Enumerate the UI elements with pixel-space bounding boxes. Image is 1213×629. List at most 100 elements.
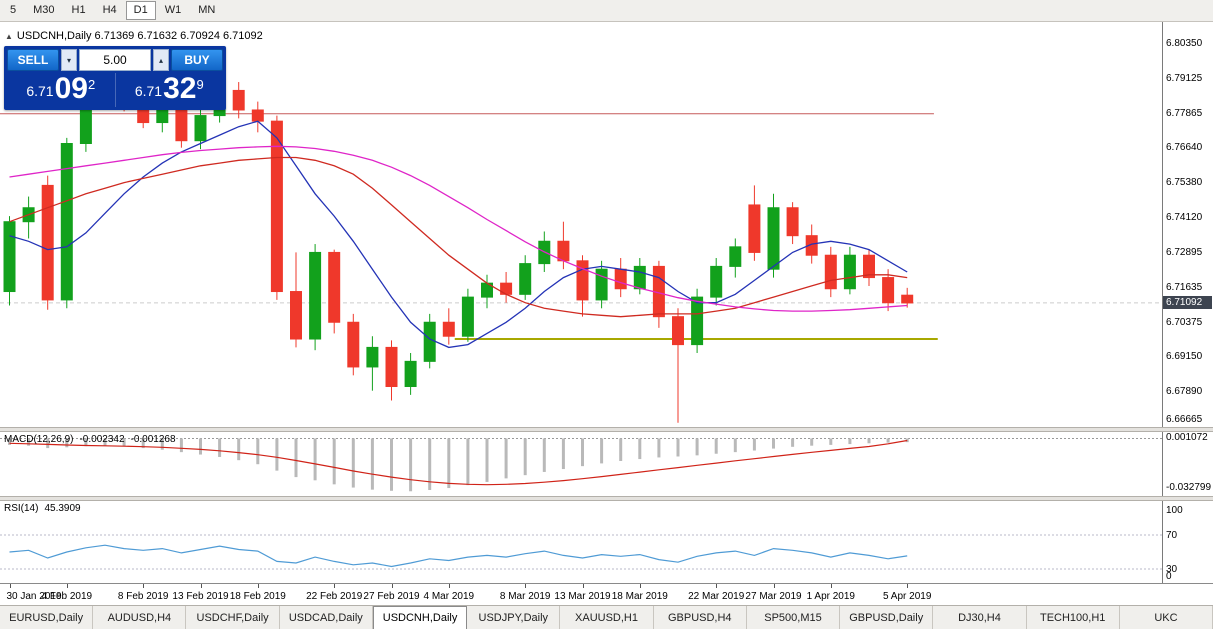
timeframe-button-h4[interactable]: H4 (102, 4, 117, 16)
rsi-panel: RSI(14) 45.3909 100 70 30 0 (0, 501, 1213, 583)
time-tick (143, 584, 145, 588)
time-tick (200, 584, 202, 588)
price-chart-plot[interactable]: ▲ USDCNH,Daily 6.71369 6.71632 6.70924 6… (0, 22, 1162, 427)
time-tick (830, 584, 832, 588)
sell-price-prefix: 6.71 (26, 82, 54, 99)
chart-tab-xauusd-h1[interactable]: XAUUSD,H1 (560, 606, 654, 629)
price-axis-label: 6.76640 (1166, 141, 1203, 153)
time-label: 22 Feb 2019 (306, 591, 363, 602)
chart-tab-usdchf-daily[interactable]: USDCHF,Daily (186, 606, 280, 629)
time-tick (448, 584, 450, 588)
macd-name: MACD(12,26,9) (4, 434, 74, 445)
price-axis-label: 6.69150 (1166, 351, 1203, 363)
chevron-up-icon: ▴ (158, 55, 163, 65)
time-label: 18 Feb 2019 (229, 591, 286, 602)
time-label: 1 Apr 2019 (806, 591, 855, 602)
price-axis-label: 6.77865 (1166, 107, 1203, 119)
macd-axis[interactable]: 0.001072 -0.032799 (1162, 432, 1212, 496)
chart-tab-gbpusd-h4[interactable]: GBPUSD,H4 (654, 606, 747, 629)
expand-arrow-icon[interactable]: ▲ (5, 31, 13, 41)
timeframe-button-h1[interactable]: H1 (71, 4, 86, 16)
rsi-plot[interactable]: RSI(14) 45.3909 (0, 501, 1162, 583)
time-label: 4 Feb 2019 (41, 591, 93, 602)
chart-tab-eurusd-daily[interactable]: EURUSD,Daily (0, 606, 94, 629)
time-label: 8 Feb 2019 (117, 591, 169, 602)
chevron-down-icon: ▾ (66, 55, 71, 65)
timeframe-button-d1[interactable]: D1 (125, 1, 156, 20)
chart-title-text: USDCNH,Daily 6.71369 6.71632 6.70924 6.7… (16, 30, 263, 42)
time-tick (907, 584, 909, 588)
rsi-value: 45.3909 (44, 503, 81, 514)
rsi-axis-label: 70 (1166, 530, 1178, 541)
chart-tab-audusd-h4[interactable]: AUDUSD,H4 (93, 606, 187, 629)
sell-price-pip: 2 (87, 77, 96, 92)
rsi-axis-label: 0 (1166, 571, 1172, 582)
time-tick (9, 584, 11, 588)
price-axis-label: 6.67890 (1166, 386, 1203, 398)
timeframe-button-mn[interactable]: MN (198, 4, 216, 16)
macd-signal-value: -0.001268 (130, 434, 176, 445)
time-tick (582, 584, 584, 588)
macd-main-value: -0.002342 (79, 434, 125, 445)
sell-price-display[interactable]: 6.71 09 2 (7, 73, 115, 107)
time-tick (773, 584, 775, 588)
current-price-badge: 6.71092 (1163, 295, 1212, 309)
chart-ohlc-label: ▲ USDCNH,Daily 6.71369 6.71632 6.70924 6… (5, 30, 263, 42)
time-label: 8 Mar 2019 (499, 591, 551, 602)
time-tick (391, 584, 393, 588)
time-label: 18 Mar 2019 (611, 591, 668, 602)
timeframe-button-w1[interactable]: W1 (164, 4, 182, 16)
panel-splitter[interactable] (0, 427, 1213, 432)
chart-tab-dj30-h4[interactable]: DJ30,H4 (933, 606, 1027, 629)
time-axis[interactable]: 30 Jan 2019 4 Feb 2019 8 Feb 2019 13 Feb 20… (0, 583, 1213, 605)
macd-panel: MACD(12,26,9) -0.002342 -0.001268 0.0010… (0, 432, 1213, 496)
time-label: 4 Mar 2019 (423, 591, 475, 602)
macd-axis-label: 0.001072 (1166, 432, 1208, 443)
chart-tab-usdjpy-daily[interactable]: USDJPY,Daily (467, 606, 561, 629)
price-axis-label: 6.71635 (1166, 281, 1203, 293)
buy-button[interactable]: BUY (171, 49, 223, 71)
chart-tab-ukc[interactable]: UKC (1120, 606, 1213, 629)
price-axis-label: 6.72895 (1166, 246, 1203, 258)
price-axis-label: 6.79125 (1166, 72, 1203, 84)
price-axis-label: 6.75380 (1166, 177, 1203, 189)
rsi-axis[interactable]: 100 70 30 0 (1162, 501, 1212, 583)
timeframe-toolbar: 5 M30 H1 H4 D1 W1 MN (0, 0, 1213, 22)
chart-tab-tech100-h1[interactable]: TECH100,H1 (1027, 606, 1120, 629)
rsi-axis-label: 100 (1166, 504, 1183, 516)
time-label: 5 Apr 2019 (883, 591, 932, 602)
time-tick (66, 584, 68, 588)
timeframe-button-5[interactable]: 5 (10, 4, 17, 16)
time-label: 27 Mar 2019 (745, 591, 802, 602)
sell-button[interactable]: SELL (7, 49, 59, 71)
price-axis[interactable]: 6.71092 6.80350 6.79125 6.77865 6.76640 6.75… (1162, 22, 1212, 427)
macd-axis-label: -0.032799 (1166, 482, 1212, 493)
timeframe-button-m30[interactable]: M30 (33, 4, 55, 16)
price-axis-label: 6.70375 (1166, 316, 1203, 328)
chart-tab-usdcnh-daily[interactable]: USDCNH,Daily (372, 606, 468, 629)
chart-tab-gbpusd-daily[interactable]: GBPUSD,Daily (840, 606, 934, 629)
panel-splitter[interactable] (0, 496, 1213, 501)
buy-price-pip: 9 (196, 77, 204, 92)
time-tick (639, 584, 641, 588)
time-tick (334, 584, 336, 588)
chart-tab-bar: EURUSD,Daily AUDUSD,H4 USDCHF,Daily USDCAD,… (0, 605, 1213, 629)
volume-input[interactable] (79, 49, 151, 71)
macd-plot[interactable]: MACD(12,26,9) -0.002342 -0.001268 (0, 432, 1162, 496)
buy-price-big-digits: 32 (163, 72, 197, 105)
rsi-name: RSI(14) (4, 503, 39, 514)
time-label: 27 Feb 2019 (363, 591, 420, 602)
time-label: 30 Jan 2019 (6, 591, 62, 602)
chart-tab-usdcad-daily[interactable]: USDCAD,Daily (280, 606, 373, 629)
sell-price-big-digits: 09 (54, 72, 88, 105)
time-label: 13 Feb 2019 (172, 591, 229, 602)
rsi-axis-label: 30 (1166, 564, 1178, 575)
volume-increase-button[interactable]: ▴ (153, 49, 169, 71)
buy-price-display[interactable]: 6.71 32 9 (114, 72, 224, 107)
chart-tab-sp500-m15[interactable]: SP500,M15 (747, 606, 841, 629)
price-axis-label: 6.74120 (1166, 212, 1203, 224)
price-axis-label: 6.66665 (1166, 414, 1203, 425)
main-chart-panel: ▲ USDCNH,Daily 6.71369 6.71632 6.70924 6… (0, 22, 1213, 427)
volume-decrease-button[interactable]: ▾ (61, 49, 77, 71)
